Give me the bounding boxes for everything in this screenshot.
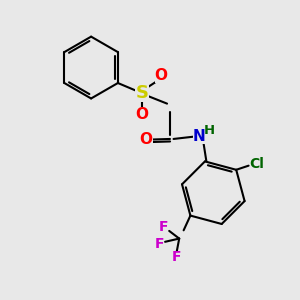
Text: F: F [154, 237, 164, 251]
Text: F: F [172, 250, 181, 264]
Text: O: O [155, 68, 168, 82]
Text: Cl: Cl [249, 158, 264, 172]
Text: S: S [136, 84, 148, 102]
Text: N: N [193, 129, 206, 144]
Text: F: F [159, 220, 169, 234]
Text: O: O [136, 107, 148, 122]
Text: O: O [140, 132, 152, 147]
Text: H: H [203, 124, 214, 136]
